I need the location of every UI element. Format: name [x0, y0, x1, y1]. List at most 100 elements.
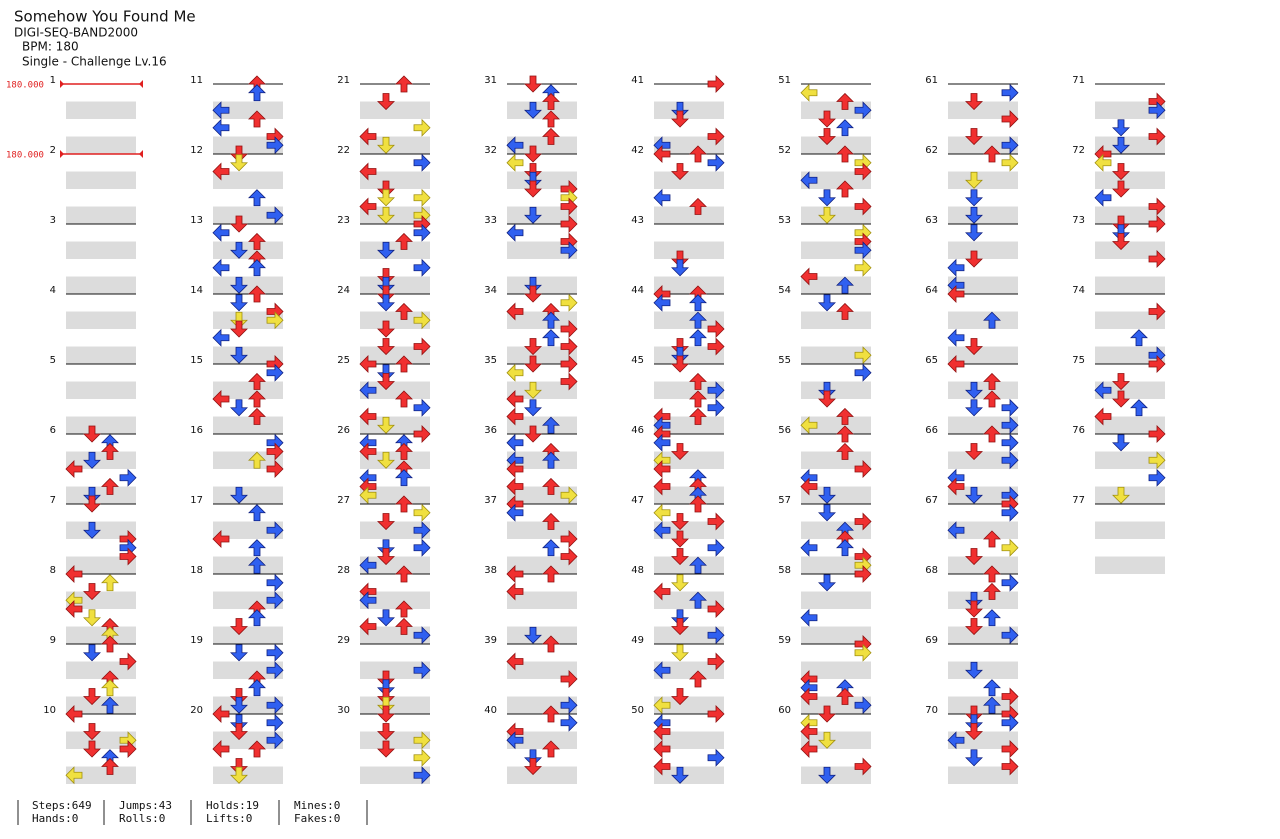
- measure-number: 28: [337, 565, 350, 576]
- arrow: [818, 705, 836, 723]
- arrow: [524, 399, 542, 417]
- arrow: [413, 398, 431, 417]
- beat-band: [66, 136, 136, 154]
- arrow: [101, 574, 119, 592]
- measure-number: 45: [631, 355, 644, 366]
- arrow: [524, 171, 542, 189]
- arrow: [506, 223, 524, 242]
- beat-band: [213, 766, 283, 784]
- arrow: [524, 75, 542, 93]
- arrow: [524, 145, 542, 163]
- arrow: [524, 180, 542, 198]
- arrow: [266, 460, 284, 478]
- arrow: [1112, 180, 1130, 198]
- beat-band: [801, 136, 871, 154]
- arrow: [836, 442, 854, 460]
- beat-band: [1095, 136, 1165, 154]
- measure-number: 69: [925, 635, 938, 646]
- arrow: [377, 373, 395, 391]
- arrow: [212, 223, 230, 242]
- arrow: [818, 766, 836, 784]
- arrow: [83, 521, 101, 539]
- beat-band: [654, 591, 724, 609]
- beat-band: [360, 136, 430, 154]
- arrow: [65, 705, 83, 723]
- beat-band: [360, 661, 430, 679]
- measure-number: 71: [1072, 75, 1085, 86]
- beat-band: [360, 451, 430, 469]
- arrow: [689, 197, 707, 215]
- arrow: [506, 503, 524, 522]
- arrow: [1001, 83, 1019, 102]
- arrow: [359, 617, 377, 636]
- arrow: [965, 128, 983, 146]
- beat-band: [213, 346, 283, 364]
- arrow: [506, 582, 524, 601]
- arrow: [248, 84, 266, 102]
- arrow: [1094, 407, 1112, 426]
- arrow: [119, 740, 137, 758]
- arrow: [983, 582, 1001, 600]
- arrow: [377, 723, 395, 741]
- beat-band: [66, 416, 136, 434]
- beat-band: [801, 451, 871, 469]
- arrow: [212, 101, 230, 120]
- arrow: [212, 258, 230, 277]
- arrow: [1001, 416, 1019, 435]
- arrow: [671, 110, 689, 128]
- arrow: [377, 696, 395, 714]
- arrow: [395, 617, 413, 635]
- measure-number: 75: [1072, 355, 1085, 366]
- arrow: [818, 486, 836, 504]
- beat-band: [948, 661, 1018, 679]
- arrow: [230, 294, 248, 312]
- arrow: [965, 618, 983, 636]
- measure-number: 76: [1072, 425, 1085, 436]
- arrow: [212, 118, 230, 137]
- arrow: [836, 145, 854, 163]
- measure-number: 44: [631, 285, 644, 296]
- arrow: [947, 355, 965, 373]
- arrow: [377, 338, 395, 356]
- measure-number: 57: [778, 495, 791, 506]
- arrow: [266, 713, 284, 732]
- difficulty: Single - Challenge Lv.16: [22, 55, 167, 69]
- arrow: [542, 416, 560, 434]
- beat-band: [360, 731, 430, 749]
- arrow: [413, 538, 431, 557]
- beat-band: [213, 206, 283, 224]
- stat: Rolls:0: [119, 812, 165, 825]
- beat-band: [654, 661, 724, 679]
- arrow: [836, 119, 854, 137]
- arrow: [671, 574, 689, 592]
- arrow: [947, 521, 965, 540]
- measure-number: 43: [631, 215, 644, 226]
- measure-number: 12: [190, 145, 203, 156]
- arrow: [542, 311, 560, 329]
- arrow: [83, 723, 101, 741]
- beat-band: [66, 311, 136, 329]
- beat-band: [66, 346, 136, 364]
- arrow: [83, 688, 101, 706]
- measure-number: 13: [190, 215, 203, 226]
- arrow: [230, 644, 248, 662]
- beat-band: [66, 171, 136, 189]
- arrow: [395, 355, 413, 373]
- arrow: [248, 609, 266, 627]
- bpm-marker: [139, 80, 143, 88]
- arrow: [965, 749, 983, 767]
- arrow: [359, 355, 377, 373]
- arrow: [248, 451, 266, 469]
- arrow: [836, 276, 854, 294]
- beat-band: [507, 661, 577, 679]
- arrow: [653, 188, 671, 207]
- arrow: [395, 442, 413, 460]
- beat-band: [801, 416, 871, 434]
- arrow: [1148, 215, 1166, 233]
- arrow: [965, 189, 983, 207]
- arrow: [377, 241, 395, 259]
- beat-band: [213, 556, 283, 574]
- arrow: [854, 101, 872, 120]
- arrow: [413, 223, 431, 242]
- beat-band: [66, 591, 136, 609]
